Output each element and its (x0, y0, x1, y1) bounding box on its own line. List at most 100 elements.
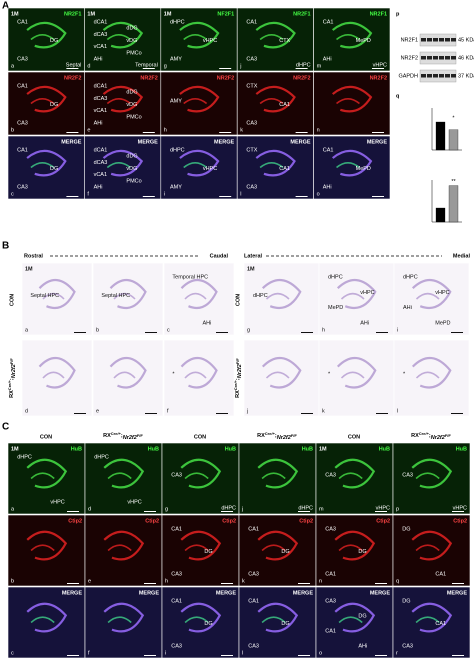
region-label: DG (402, 598, 410, 604)
region-label: DG (204, 621, 212, 627)
stain-label: Ctip2 (453, 518, 467, 524)
tissue (107, 616, 132, 624)
image-panel (313, 135, 391, 200)
stain-label: HuB (71, 446, 82, 452)
tissue (113, 292, 136, 300)
stain-label: NR2F1 (64, 11, 81, 17)
region-label: CA1 (323, 147, 334, 153)
tissue (411, 602, 453, 633)
tissue (184, 472, 209, 480)
region-label: MePD (356, 38, 371, 44)
genotype-part: Nr2f2 (277, 435, 291, 441)
blot-band (445, 38, 450, 42)
tissue (338, 544, 363, 552)
region-label: DG (358, 549, 366, 555)
region-label: dHPC (253, 293, 268, 299)
panel-letter: k (322, 408, 325, 414)
region-label: DG (402, 526, 410, 532)
region-label: vCA1 (94, 44, 107, 50)
region-label: dHPC (94, 454, 109, 460)
region-label: DG (281, 549, 289, 555)
tissue (180, 458, 222, 489)
tissue (415, 472, 440, 480)
panel-letter: p (396, 506, 399, 512)
panel-letter: f (167, 408, 169, 414)
image-panel (163, 339, 235, 417)
region-label: CA1 (171, 526, 182, 532)
blot-band (433, 74, 438, 78)
tissue (107, 472, 132, 480)
section-label: C (2, 422, 9, 433)
panel-letter: h (164, 127, 167, 133)
image-panel (84, 7, 162, 72)
region-label: AMY (170, 98, 182, 104)
genotype-part: Cre/+ (265, 431, 276, 436)
tissue (332, 21, 373, 49)
image-panel (7, 514, 86, 587)
region-label: CA3 (246, 184, 257, 190)
blot-band (433, 56, 438, 60)
tissue (103, 458, 145, 489)
region-label: AHi (94, 120, 103, 126)
stain-label: Ctip2 (222, 518, 236, 524)
blot-band (421, 56, 426, 60)
stain-label: NR2F1 (370, 11, 387, 17)
image-panel (315, 514, 394, 587)
stain-label: MERGE (214, 139, 235, 145)
region-label: CTX (279, 38, 290, 44)
corner-label: Septal (66, 62, 82, 68)
tissue (26, 530, 68, 561)
panel-letter: m (317, 63, 322, 69)
panel-letter: e (87, 127, 90, 133)
region-label: vCA1 (94, 172, 107, 178)
panel-letter: c (11, 650, 14, 656)
panel-letter: a (25, 327, 29, 333)
panel-letter: e (88, 578, 91, 584)
region-label: AHi (360, 320, 369, 326)
region-label: CA3 (17, 56, 28, 62)
genotype-part: Cre/+ (111, 431, 122, 436)
region-label: CA3 (246, 120, 257, 126)
stain-label: MERGE (370, 590, 391, 596)
tissue (106, 97, 131, 105)
tissue (180, 530, 222, 561)
panel-letter: e (96, 408, 99, 414)
panel-letter: f (87, 191, 89, 197)
panel-letter: g (165, 506, 168, 512)
panel-letter: b (11, 127, 14, 133)
stain-label: Ctip2 (68, 518, 82, 524)
region-label: CA1 (17, 147, 28, 153)
tissue (332, 85, 373, 113)
genotype-part: RX (257, 433, 265, 439)
image-panel (84, 514, 163, 587)
bar (448, 185, 459, 223)
region-label: AHi (323, 184, 332, 190)
tissue (336, 97, 360, 105)
tissue (26, 149, 67, 177)
stain-label: Ctip2 (299, 518, 313, 524)
genotype-part: ; (235, 378, 241, 380)
image-panel (318, 339, 395, 417)
tissue (26, 85, 67, 113)
region-label: vDG (126, 166, 137, 172)
section-label: A (2, 1, 9, 12)
bar (448, 129, 459, 151)
region-label: dDG (126, 26, 137, 32)
region-label: DG (50, 102, 58, 108)
corner-label: vHPC (373, 62, 387, 68)
image-panel (236, 71, 314, 136)
region-label: dHPC (170, 19, 185, 25)
tissue (265, 371, 290, 379)
region-label: vCA1 (94, 108, 107, 114)
tissue (42, 371, 65, 379)
region-label: CA1 (248, 598, 259, 604)
image-panel (7, 71, 85, 136)
axis-direction: Rostral (24, 253, 43, 259)
corner-label: dHPC (296, 62, 311, 68)
blot-band (451, 56, 456, 60)
region-label: dDG (126, 90, 137, 96)
tissue (261, 472, 286, 480)
region-label: AHi (323, 56, 332, 62)
image-panel (7, 135, 85, 200)
